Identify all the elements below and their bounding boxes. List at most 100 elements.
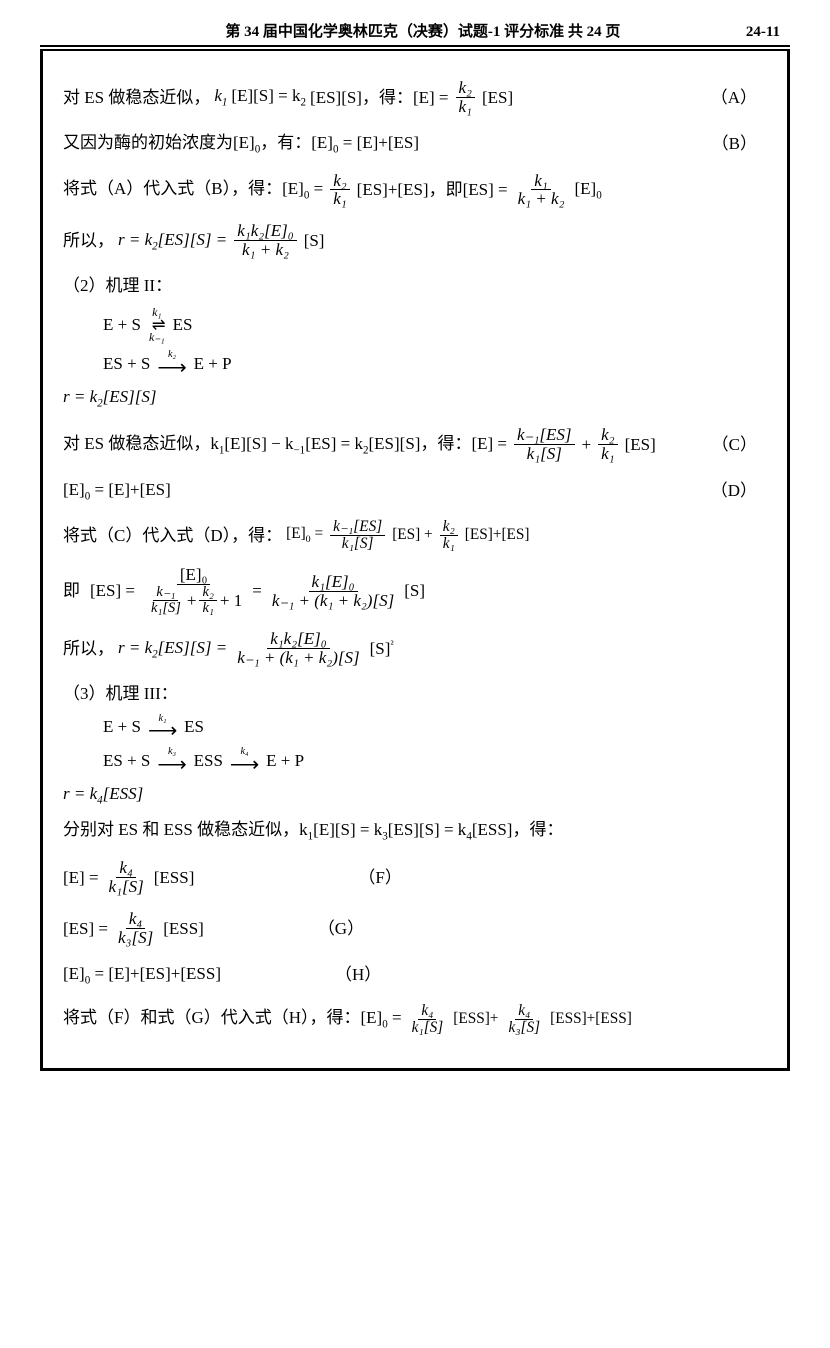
eq-mech3-2: ES + S k₃⟶ ESS k₄⟶ E + P (63, 748, 767, 774)
text: 将式（C）代入式（D），得： (63, 523, 282, 549)
arrow-icon: k₄⟶ (230, 748, 259, 772)
fraction: k₋₁[ES] k₁[S] (330, 519, 385, 552)
text: [S]² (370, 636, 394, 662)
text: [E]0 = [E]+[ES] (63, 477, 171, 505)
line-C: 对 ES 做稳态近似，k1[E][S] − k−1[ES] = k2[ES][S… (63, 426, 767, 463)
eq-mech2-2: ES + S k₂⟶ E + P (63, 351, 767, 377)
text: k1 (214, 83, 227, 111)
fraction: k₂ k₁ (440, 519, 458, 552)
line-r-result2: 所以， r = k2[ES][S] = k₁k₂[E]₀ k₋₁ + (k₁ +… (63, 630, 767, 667)
text: [E]0 (574, 176, 601, 204)
mechanism-3-title: （3）机理 III： (63, 681, 767, 707)
text: 将式（A）代入式（B），得：[E]0 = (63, 176, 323, 204)
fraction: k₁ k₁ + k₂ (515, 172, 568, 209)
text: E + P (266, 748, 304, 774)
fraction: k₁k₂[E]₀ k₋₁ + (k₁ + k₂)[S] (234, 630, 362, 667)
text: [E] = (63, 865, 99, 891)
eq-mech2-1: E + S k₁ ⇌ k₋₁ ES (63, 307, 767, 343)
header-rule (40, 45, 790, 47)
label-G: （G） (318, 916, 364, 942)
text: [ES] = (90, 578, 135, 604)
text: [ES] (625, 432, 656, 458)
header-title: 第 34 届中国化学奥林匹克（决赛）试题-1 评分标准 共 24 页 (100, 20, 746, 41)
fraction: k₄ k₃[S] (505, 1003, 543, 1036)
text: [E][S] = k2 (231, 83, 306, 111)
label-C: （C） (712, 432, 767, 458)
text: [E]0 = (286, 523, 323, 548)
text: ES (173, 312, 193, 338)
text: [ESS]+ (453, 1008, 498, 1031)
text: 所以， (63, 228, 114, 254)
line-D: [E]0 = [E]+[ES] （D） (63, 477, 767, 505)
fraction: k₂ k₁ (598, 426, 617, 463)
equilibrium-arrow-icon: k₁ ⇌ k₋₁ (149, 307, 165, 343)
page-header: 第 34 届中国化学奥林匹克（决赛）试题-1 评分标准 共 24 页 24-11 (40, 20, 790, 41)
label-D: （D） (711, 478, 767, 504)
text: ES + S (103, 351, 150, 377)
text: 对 ES 做稳态近似，k1[E][S] − k−1[ES] = k2[ES][S… (63, 431, 507, 459)
page: 第 34 届中国化学奥林匹克（决赛）试题-1 评分标准 共 24 页 24-11… (0, 0, 830, 1348)
text: [ES] = (63, 916, 108, 942)
text: [ESS] (154, 865, 195, 891)
page-number: 24-11 (746, 24, 780, 41)
text: + (582, 432, 592, 458)
arrow-icon: k₃⟶ (157, 748, 186, 772)
text: ES (184, 714, 204, 740)
fraction: k₄ k₁[S] (106, 859, 147, 896)
text: [E]0 = [E]+[ES]+[ESS] (63, 961, 221, 989)
text: 又因为酶的初始浓度为[E]0，有：[E]0 = [E]+[ES] (63, 130, 419, 158)
text: 对 ES 做稳态近似， (63, 85, 210, 111)
fraction: k₁[E]₀ k₋₁ + (k₁ + k₂)[S] (269, 573, 397, 610)
text: 所以， (63, 636, 114, 662)
text: r = k2[ES][S] (63, 384, 157, 412)
text: r = k2[ES][S] = (118, 635, 227, 663)
text: ESS (194, 748, 223, 774)
line-ES-complex: 即 [ES] = [E]₀ k₋₁ k₁[S] + k₂ k₁ + 1 (63, 566, 767, 616)
label-F: （F） (358, 865, 401, 891)
text: [S] (404, 578, 425, 604)
text: [ES] + (392, 524, 433, 547)
line-sub-AB: 将式（A）代入式（B），得：[E]0 = k₂ k₁ [ES]+[ES]，即[E… (63, 172, 767, 209)
mechanism-2-title: （2）机理 II： (63, 273, 767, 299)
line-steady-ESS: 分别对 ES 和 ESS 做稳态近似，k1[E][S] = k3[ES][S] … (63, 817, 767, 845)
line-F: [E] = k₄ k₁[S] [ESS] （F） (63, 859, 767, 896)
text: = (252, 578, 262, 604)
line-r1: 所以， r = k2[ES][S] = k₁k₂[E]₀ k₁ + k₂ [S] (63, 222, 767, 259)
text: [ES] (482, 85, 513, 111)
line-sub-CD: 将式（C）代入式（D），得： [E]0 = k₋₁[ES] k₁[S] [ES]… (63, 519, 767, 552)
text: 将式（F）和式（G）代入式（H），得：[E]0 = (63, 1005, 402, 1033)
text: [ESS]+[ESS] (550, 1008, 632, 1031)
eq-mech3-1: E + S k₁⟶ ES (63, 714, 767, 740)
text: r = k4[ESS] (63, 781, 143, 809)
fraction: k₄ k₃[S] (115, 910, 156, 947)
text: E + S (103, 714, 141, 740)
line-r2: r = k2[ES][S] (63, 384, 767, 412)
text: 即 (63, 578, 80, 604)
line-G: [ES] = k₄ k₃[S] [ESS] （G） (63, 910, 767, 947)
label-H: （H） (335, 962, 381, 988)
fraction: k₄ k₁[S] (409, 1003, 447, 1036)
text: ES + S (103, 748, 150, 774)
fraction: k₋₁[ES] k₁[S] (514, 426, 575, 463)
text: E + S (103, 312, 141, 338)
line-B: 又因为酶的初始浓度为[E]0，有：[E]0 = [E]+[ES] （B） (63, 130, 767, 158)
line-r3: r = k4[ESS] (63, 781, 767, 809)
fraction: k₂ k₁ (330, 172, 349, 209)
line-A: 对 ES 做稳态近似， k1 [E][S] = k2 [ES][S]，得：[E]… (63, 79, 767, 116)
text: 分别对 ES 和 ESS 做稳态近似，k1[E][S] = k3[ES][S] … (63, 817, 563, 845)
text: r = k2[ES][S] = (118, 227, 227, 255)
content-box: 对 ES 做稳态近似， k1 [E][S] = k2 [ES][S]，得：[E]… (40, 49, 790, 1071)
fraction-nested: [E]₀ k₋₁ k₁[S] + k₂ k₁ + 1 (142, 566, 245, 616)
line-H: [E]0 = [E]+[ES]+[ESS] （H） (63, 961, 767, 989)
text: [ES][S]，得：[E] = (310, 85, 448, 111)
label-A: （A） (711, 85, 767, 111)
fraction: k₁k₂[E]₀ k₁ + k₂ (234, 222, 296, 259)
text: [ES]+[ES] (465, 524, 530, 547)
line-sub-FGH: 将式（F）和式（G）代入式（H），得：[E]0 = k₄ k₁[S] [ESS]… (63, 1003, 767, 1036)
text: [ES]+[ES]，即[ES] = (357, 177, 508, 203)
text: [ESS] (163, 916, 204, 942)
label-B: （B） (712, 131, 767, 157)
arrow-icon: k₁⟶ (148, 715, 177, 739)
text: E + P (194, 351, 232, 377)
text: [S] (304, 228, 325, 254)
